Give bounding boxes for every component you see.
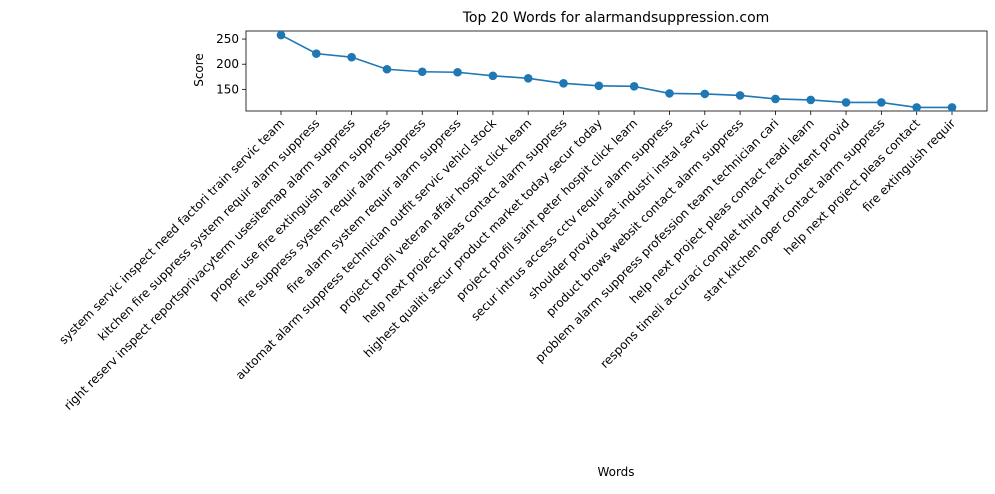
data-point: [841, 98, 851, 107]
data-point: [382, 64, 392, 74]
data-point: [417, 67, 427, 77]
x-tick-label: system servic inspect need factori train…: [56, 116, 287, 347]
data-point: [453, 67, 462, 77]
data-point: [312, 49, 321, 58]
data-point: [559, 79, 568, 88]
series-line: [280, 34, 952, 109]
x-axis-label: Words: [597, 465, 634, 479]
data-point: [877, 98, 886, 107]
data-point: [347, 52, 356, 62]
data-point: [629, 82, 639, 91]
data-point: [276, 30, 286, 40]
data-point: [947, 103, 957, 112]
chart-title: Top 20 Words for alarmandsuppression.com: [462, 10, 770, 26]
y-tick-label: 150: [216, 82, 239, 96]
data-point: [735, 91, 745, 100]
y-tick-label: 200: [216, 57, 239, 71]
plot-area: 150 200 250 system servic inspect need fact…: [56, 30, 988, 413]
data-point: [665, 89, 674, 98]
data-point: [806, 95, 816, 105]
y-axis-label: Score: [192, 53, 206, 87]
data-point: [523, 73, 533, 83]
data-point: [594, 81, 604, 91]
data-point: [771, 94, 780, 104]
data-point: [912, 103, 921, 112]
data-point: [700, 89, 710, 99]
plot-frame: [245, 30, 988, 112]
y-tick-label: 250: [216, 32, 239, 46]
data-point: [488, 71, 498, 81]
